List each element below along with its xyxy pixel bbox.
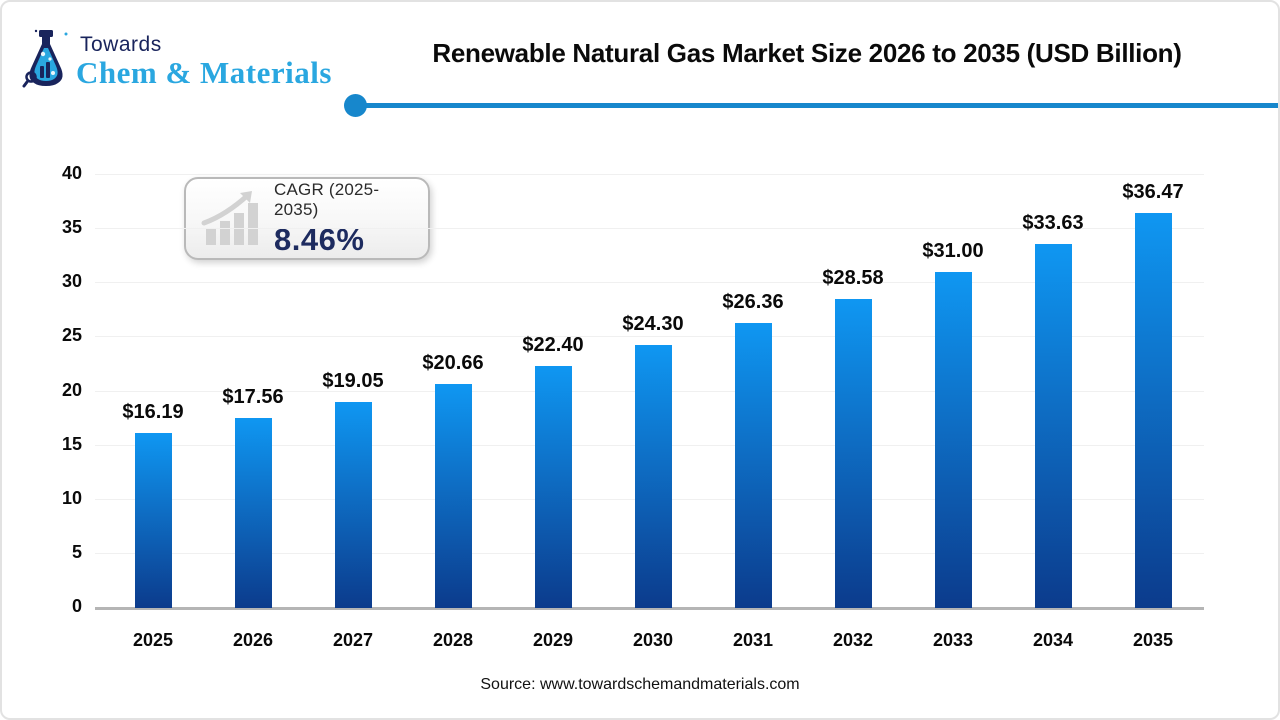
bar-group: $28.58 2032 [822,267,883,650]
x-axis-tick-label: 2027 [332,630,374,650]
bar-group: $31.00 2033 [922,240,983,650]
x-axis-tick-label: 2028 [432,630,474,650]
bar-group: $24.30 2030 [622,313,683,650]
bar [1134,213,1172,608]
bar-value-label: $33.63 [1022,211,1084,234]
gridline [95,228,1204,230]
bar-value-label: $20.66 [422,352,484,375]
bar [934,272,972,608]
y-axis-tick-label: 5 [71,541,82,562]
bar [834,298,872,608]
bar-value-label: $24.30 [622,312,684,335]
bar [534,365,572,608]
y-axis-tick-label: 40 [61,163,82,183]
brand-logo-name: Chem & Materials [76,55,332,90]
cagr-badge: CAGR (2025-2035) 8.46% [184,177,430,260]
bar-value-label: $28.58 [822,266,884,289]
source-text: Source: www.towardschemandmaterials.com [480,676,800,693]
x-axis-tick-label: 2035 [1132,630,1174,650]
gridline [95,336,1204,338]
x-axis-tick-label: 2030 [632,630,674,650]
bar [734,322,772,608]
bar-value-label: $17.56 [222,385,284,408]
gridline [95,174,1204,175]
bar-group: $20.66 2028 [422,352,483,650]
title-underline [355,103,1278,108]
x-axis-tick-label: 2029 [532,630,574,650]
y-axis-tick-label: 35 [61,217,82,238]
y-axis-tick-label: 30 [61,271,82,292]
flask-logo-icon [22,29,68,88]
bar-chart-plot: 0 5 10 15 20 25 30 35 40 $16.19 2025 $17.56 2026 $19.… [62,163,1204,650]
bar-group: $26.36 2031 [722,291,783,650]
y-axis-tick-label: 20 [61,379,82,400]
bar-value-label: $19.05 [322,369,384,392]
cagr-value: 8.46% [274,221,365,257]
bar [634,344,672,608]
brand-logo: Towards Chem & Materials [22,28,332,90]
x-axis-line [95,607,1204,610]
bar-group: $33.63 2034 [1022,212,1083,650]
bar-value-label: $31.00 [922,240,984,263]
cagr-badge-text: CAGR (2025-2035) 8.46% [274,180,418,258]
bar-group: $16.19 2025 [122,401,183,650]
bar [1034,243,1072,608]
gridline [95,282,1204,284]
bar-group: $36.47 2035 [1122,181,1183,650]
cagr-label: CAGR (2025-2035) [274,179,380,219]
brand-logo-towards: Towards [80,33,162,56]
bar [134,432,172,608]
bar-value-label: $36.47 [1122,181,1184,204]
x-axis-tick-label: 2025 [132,630,174,650]
x-axis-tick-label: 2031 [732,630,774,650]
x-axis-tick-label: 2034 [1032,630,1074,650]
bar-value-label: $26.36 [722,290,784,313]
bar-value-label: $16.19 [122,400,184,423]
bar [234,417,272,608]
x-axis-tick-label: 2026 [232,630,274,650]
y-axis-tick-label: 15 [61,433,82,454]
bar-group: $19.05 2027 [322,370,383,650]
y-axis-tick-label: 10 [61,487,82,508]
brand-logo-text: Towards Chem & Materials [76,28,332,88]
title-underline-dot [344,94,367,117]
y-axis-tick-label: 0 [71,596,82,616]
x-axis-tick-label: 2033 [932,630,974,650]
page-title: Renewable Natural Gas Market Size 2026 t… [432,38,1182,68]
x-axis-tick-label: 2032 [832,630,874,650]
y-axis-tick-label: 25 [61,325,82,346]
bar-group: $17.56 2026 [222,386,283,650]
bar [434,384,472,608]
bar-group: $22.40 2029 [522,334,583,650]
bar [334,401,372,608]
bar-value-label: $22.40 [522,333,584,356]
